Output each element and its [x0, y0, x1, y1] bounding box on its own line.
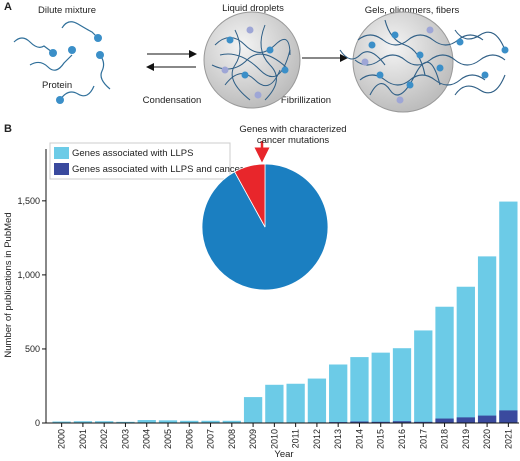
bar — [456, 286, 475, 423]
label: Dilute mixture — [38, 5, 96, 16]
x-tick-label: 2003 — [120, 429, 130, 449]
fiber-strands — [339, 19, 506, 96]
x-tick-label: 2015 — [376, 429, 386, 449]
panel-b: B Number of publications in PubMed Year … — [3, 123, 519, 460]
x-tick-label: 2012 — [312, 429, 322, 449]
proteins — [13, 21, 111, 101]
bar — [414, 421, 433, 423]
x-tick-label: 2018 — [440, 429, 450, 449]
y-tick-label: 0 — [35, 418, 40, 428]
bar — [116, 421, 135, 423]
bar — [477, 256, 497, 423]
legend-box — [49, 142, 231, 180]
bar — [222, 420, 241, 423]
bar — [95, 421, 114, 423]
bar — [350, 357, 369, 423]
bar — [329, 364, 348, 423]
bar — [371, 352, 390, 423]
droplet-heads — [221, 26, 289, 99]
y-axis-title: Number of publications in PubMed — [3, 212, 14, 357]
x-tick-label: 2007 — [206, 429, 216, 449]
bar — [477, 415, 497, 423]
label: Condensation — [143, 95, 202, 106]
x-tick-label: 2005 — [163, 429, 173, 449]
bar — [414, 330, 433, 423]
label: Fibrillization — [281, 95, 331, 106]
x-tick-label: 2002 — [99, 429, 109, 449]
bar — [499, 201, 518, 423]
x-tick-label: 2014 — [354, 429, 364, 449]
y-tick-label: 1,500 — [17, 196, 40, 206]
x-tick-label: 2006 — [184, 429, 194, 449]
bar — [52, 421, 71, 423]
legend-label: Genes associated with LLPS — [72, 148, 193, 159]
x-tick-label: 2020 — [482, 429, 492, 449]
legend-label: Genes associated with LLPS and cancer — [72, 164, 243, 175]
panel-a: A Dilute mixture Protein Liquid droplets… — [4, 1, 509, 113]
bar — [180, 420, 199, 423]
x-tick-label: 2016 — [397, 429, 407, 449]
bar — [137, 420, 156, 423]
label: Protein — [42, 80, 72, 91]
panel-label: B — [4, 123, 12, 135]
label: Liquid droplets — [222, 3, 284, 14]
legend-swatch — [54, 147, 69, 159]
fiber-heads — [361, 26, 509, 104]
bar — [307, 378, 327, 423]
bar — [499, 410, 518, 423]
x-tick-label: 2008 — [227, 429, 237, 449]
x-tick-label: 2013 — [333, 429, 343, 449]
x-tick-label: 2021 — [503, 429, 513, 449]
bar — [201, 420, 220, 423]
legend-swatch — [54, 163, 69, 175]
x-tick-label: 2000 — [57, 429, 67, 449]
y-tick-label: 1,000 — [17, 270, 40, 280]
x-tick-label: 2017 — [418, 429, 428, 449]
bar — [392, 348, 412, 423]
y-tick-label: 500 — [25, 344, 40, 354]
bar — [456, 417, 475, 423]
annotation: Genes with characterized — [239, 124, 346, 135]
x-tick-label: 2019 — [461, 429, 471, 449]
droplet — [203, 11, 301, 109]
x-tick-label: 2009 — [248, 429, 258, 449]
label: Gels, oligomers, fibers — [365, 5, 460, 16]
bar — [350, 421, 369, 423]
bar — [392, 421, 412, 423]
bar — [371, 421, 390, 423]
x-axis-title: Year — [274, 449, 293, 460]
annotation: cancer mutations — [257, 135, 330, 146]
x-tick-label: 2010 — [269, 429, 279, 449]
bar — [435, 418, 454, 423]
bar — [243, 397, 263, 423]
panel-label: A — [4, 1, 12, 13]
x-tick-label: 2004 — [142, 429, 152, 449]
bar — [435, 306, 454, 423]
bar — [286, 383, 305, 423]
pie-slice — [234, 163, 266, 228]
bar — [158, 420, 178, 423]
x-tick-label: 2011 — [291, 429, 301, 448]
protein-heads — [49, 34, 104, 104]
bar — [73, 421, 93, 423]
bar — [265, 384, 284, 423]
x-tick-label: 2001 — [78, 429, 88, 449]
